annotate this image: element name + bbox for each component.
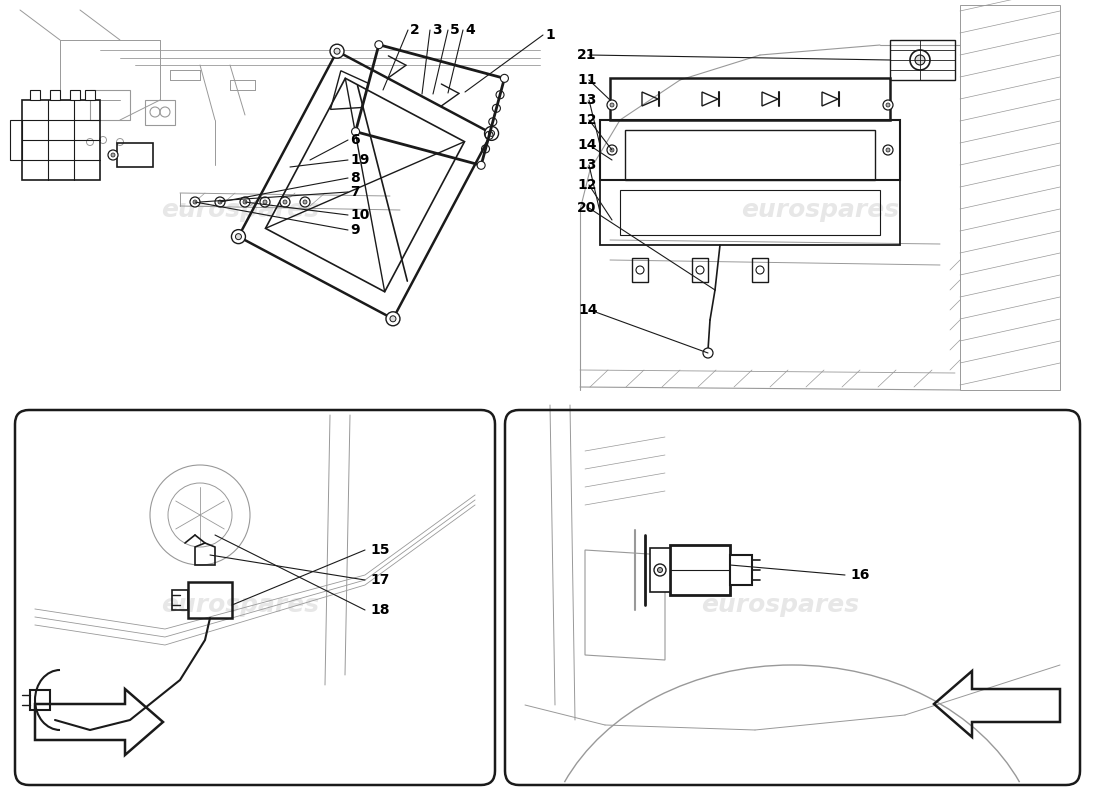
Text: eurospares: eurospares: [161, 198, 319, 222]
Text: 18: 18: [370, 603, 389, 617]
Circle shape: [192, 200, 197, 204]
Polygon shape: [650, 548, 670, 592]
Circle shape: [703, 348, 713, 358]
Polygon shape: [730, 555, 752, 585]
Circle shape: [607, 145, 617, 155]
Text: 3: 3: [432, 23, 441, 37]
Circle shape: [654, 564, 666, 576]
Circle shape: [302, 200, 307, 204]
Circle shape: [488, 130, 495, 136]
Polygon shape: [670, 545, 730, 595]
Text: 17: 17: [370, 573, 389, 587]
Text: eurospares: eurospares: [701, 593, 859, 617]
Text: eurospares: eurospares: [161, 593, 319, 617]
Circle shape: [756, 266, 764, 274]
Text: 6: 6: [350, 133, 360, 147]
Circle shape: [910, 50, 930, 70]
Circle shape: [243, 200, 248, 204]
Circle shape: [300, 197, 310, 207]
Circle shape: [636, 266, 644, 274]
Circle shape: [214, 197, 225, 207]
Circle shape: [231, 230, 245, 244]
Text: 16: 16: [850, 568, 869, 582]
Text: 12: 12: [578, 178, 596, 192]
Circle shape: [263, 200, 267, 204]
Text: 12: 12: [578, 113, 596, 127]
Circle shape: [334, 48, 340, 54]
Circle shape: [607, 100, 617, 110]
Text: 7: 7: [350, 185, 360, 199]
Polygon shape: [50, 90, 60, 100]
Circle shape: [485, 126, 498, 140]
Circle shape: [500, 74, 508, 82]
Text: 5: 5: [450, 23, 460, 37]
Circle shape: [240, 197, 250, 207]
Circle shape: [386, 312, 400, 326]
Circle shape: [283, 200, 287, 204]
Circle shape: [915, 55, 925, 65]
Text: 9: 9: [350, 223, 360, 237]
Circle shape: [280, 197, 290, 207]
Text: 13: 13: [578, 93, 596, 107]
Circle shape: [883, 145, 893, 155]
Circle shape: [330, 44, 344, 58]
Circle shape: [260, 197, 270, 207]
Polygon shape: [30, 90, 40, 100]
Circle shape: [658, 567, 662, 573]
Text: 13: 13: [578, 158, 596, 172]
Text: 2: 2: [410, 23, 420, 37]
Circle shape: [390, 316, 396, 322]
Text: 4: 4: [465, 23, 475, 37]
Circle shape: [108, 150, 118, 160]
Text: 14: 14: [578, 303, 597, 317]
Circle shape: [477, 162, 485, 170]
Text: 14: 14: [578, 138, 596, 152]
Circle shape: [375, 41, 383, 49]
Circle shape: [886, 103, 890, 107]
Circle shape: [111, 153, 116, 157]
Circle shape: [883, 100, 893, 110]
Text: 8: 8: [350, 171, 360, 185]
Circle shape: [218, 200, 222, 204]
Text: 10: 10: [350, 208, 370, 222]
Text: 11: 11: [578, 73, 596, 87]
Circle shape: [352, 128, 360, 136]
Circle shape: [610, 103, 614, 107]
Text: 21: 21: [578, 48, 596, 62]
Circle shape: [886, 148, 890, 152]
Polygon shape: [70, 90, 80, 100]
Circle shape: [696, 266, 704, 274]
Text: 20: 20: [578, 201, 596, 215]
Circle shape: [235, 234, 241, 240]
Circle shape: [610, 148, 614, 152]
Text: 15: 15: [370, 543, 389, 557]
Text: 1: 1: [544, 28, 554, 42]
Circle shape: [190, 197, 200, 207]
Text: 19: 19: [350, 153, 370, 167]
Text: eurospares: eurospares: [741, 198, 899, 222]
Polygon shape: [85, 90, 95, 100]
